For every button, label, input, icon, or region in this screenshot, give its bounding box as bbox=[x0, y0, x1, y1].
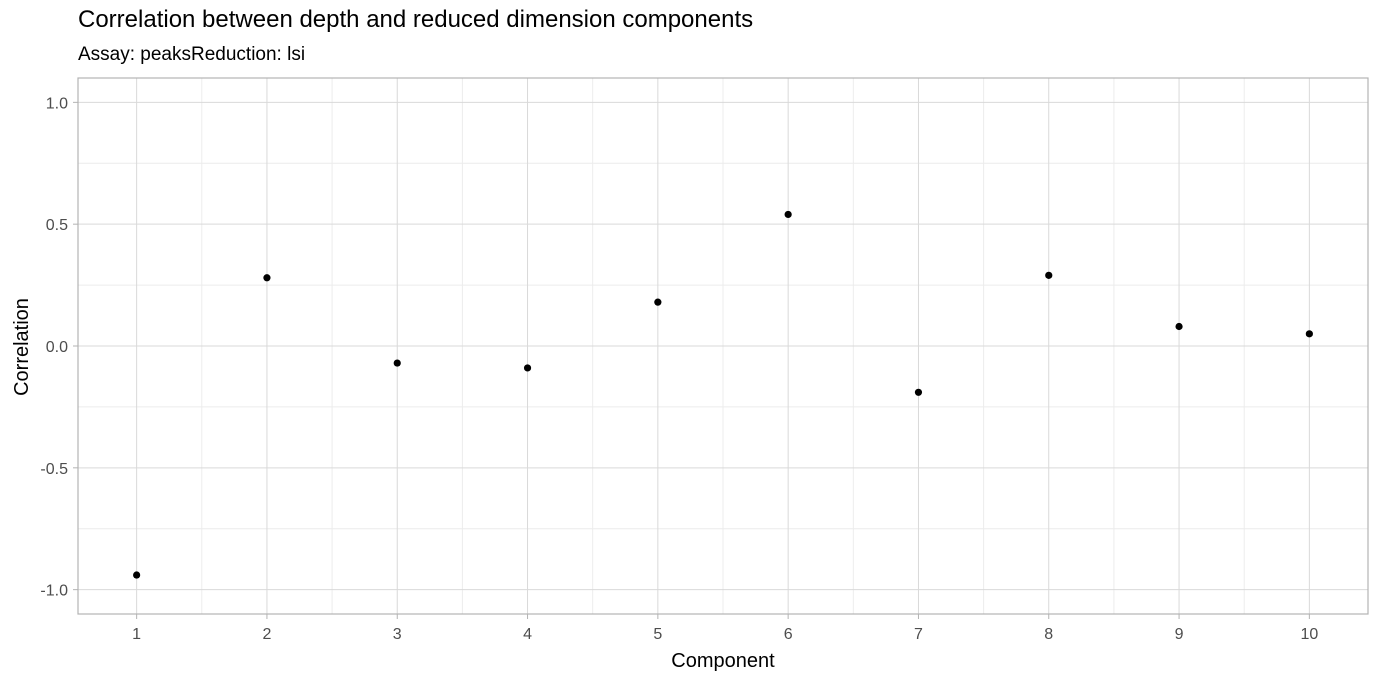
chart-title: Correlation between depth and reduced di… bbox=[78, 6, 754, 33]
x-tick-label: 9 bbox=[1175, 626, 1184, 643]
scatter-point bbox=[914, 388, 923, 396]
x-tick-label: 4 bbox=[523, 626, 532, 643]
scatter-point bbox=[133, 571, 141, 579]
data-points bbox=[133, 210, 1313, 579]
x-tick-label: 1 bbox=[132, 626, 141, 643]
y-tick-label: -1.0 bbox=[40, 583, 68, 600]
y-tick-label: 0.5 bbox=[46, 217, 68, 234]
scatter-point bbox=[1305, 330, 1313, 338]
scatter-point bbox=[393, 359, 401, 367]
scatter-point bbox=[1175, 322, 1183, 331]
scatter-point bbox=[654, 298, 662, 306]
axis-ticks bbox=[73, 101, 1310, 619]
y-tick-label: 1.0 bbox=[46, 95, 68, 112]
x-tick-label: 10 bbox=[1300, 626, 1318, 643]
scatter-point bbox=[263, 274, 271, 282]
y-axis-label: Correlation bbox=[11, 298, 33, 396]
x-tick-label: 8 bbox=[1044, 626, 1053, 643]
scatter-point bbox=[784, 210, 792, 219]
scatter-point bbox=[523, 364, 532, 372]
scatter-point bbox=[1045, 271, 1053, 279]
x-tick-label: 2 bbox=[262, 626, 271, 643]
chart-subtitle: Assay: peaksReduction: lsi bbox=[78, 44, 306, 65]
y-tick-label: 0.0 bbox=[46, 339, 68, 356]
x-tick-label: 3 bbox=[393, 626, 402, 643]
x-tick-label: 5 bbox=[653, 626, 662, 643]
x-axis-label: Component bbox=[671, 650, 775, 672]
x-tick-label: 6 bbox=[784, 626, 793, 643]
x-axis-tick-labels: 1 2 3 4 5 6 7 8 9 10 bbox=[132, 626, 1318, 643]
x-tick-label: 7 bbox=[914, 626, 923, 643]
y-tick-label: -0.5 bbox=[40, 461, 68, 478]
y-axis-tick-labels: -1.0 -0.5 0.0 0.5 1.0 bbox=[40, 95, 68, 599]
major-gridlines bbox=[78, 78, 1368, 614]
